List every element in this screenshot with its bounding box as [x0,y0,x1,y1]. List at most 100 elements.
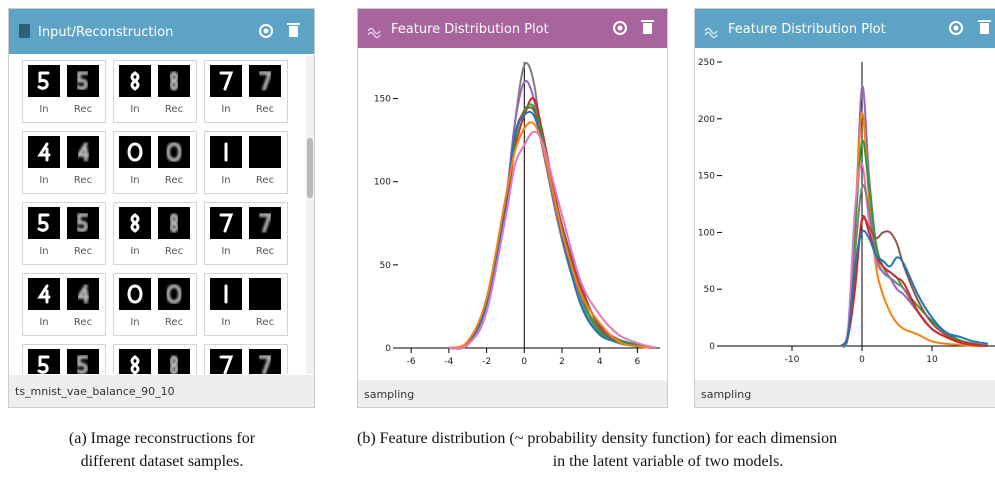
reconstruction-label: Rec [165,246,183,257]
panel-header [358,9,667,48]
reconstruction-image [67,349,99,374]
digit-stroke [37,142,51,162]
input-image [28,349,60,374]
caption: in the latent variable of two models. [553,453,784,470]
digit-stroke [166,142,182,162]
panel-title: Input/Reconstruction [38,25,173,40]
x-tick-label: 10 [926,355,938,365]
input-image [119,136,151,168]
locate-button[interactable] [949,21,963,35]
input-image [119,278,151,310]
dataset-name: ts_mnist_vae_balance_90_10 [15,385,175,398]
digit-stroke [37,71,50,90]
input-image [210,207,242,239]
y-tick-label: 200 [698,115,715,125]
panel-footer [358,380,667,407]
delete-button[interactable] [978,20,991,34]
density-line [448,121,657,349]
y-tick-label: 250 [698,58,715,68]
input-image [28,278,60,310]
caption: different dataset samples. [81,453,244,470]
digit-stroke [166,284,182,304]
input-label: In [39,104,48,115]
digit-stroke [37,284,51,304]
plot-lines [448,62,657,350]
panel-footer [695,380,995,407]
digit-stroke [76,355,89,374]
feature-panel: Feature Distribution Plot sampling [694,8,995,408]
caption: (b) Feature distribution (~ probability … [357,430,837,447]
digit-stroke [130,213,140,233]
x-tick-label: -10 [785,355,800,365]
x-tick-label: -6 [407,357,416,367]
reconstruction-image [67,136,99,168]
chart-footer: sampling [364,388,414,401]
input-label: In [130,317,139,328]
input-image [28,136,60,168]
x-tick-label: 6 [635,357,641,367]
locate-button[interactable] [613,21,627,35]
input-label: In [130,175,139,186]
panel-icon [367,27,381,39]
digit-stroke [258,71,273,91]
input-label: In [39,317,48,328]
x-tick-label: -4 [444,357,453,367]
digit-stroke [75,142,90,162]
reconstruction-image [158,349,190,374]
sample-grid: In Rec In Rec In Rec In Rec In Rec In Rec In Rec In Rec… [22,60,288,374]
y-tick-label: 150 [374,95,391,105]
digit-stroke [258,213,273,233]
digit-stroke [219,213,234,233]
input-label: In [221,246,230,257]
y-tick-label: 100 [374,178,391,188]
digit-stroke [75,284,90,304]
reconstruction-label: Rec [165,175,183,186]
x-tick-label: 0 [859,355,865,365]
scrollbar-thumb[interactable] [307,138,313,198]
y-tick-label: 50 [704,285,716,295]
plot-lines [840,85,989,348]
digit-stroke [37,213,50,232]
x-tick-label: 4 [597,357,603,367]
delete-button[interactable] [287,23,300,37]
chart-footer: sampling [701,388,751,401]
digit-stroke [219,71,234,91]
input-label: In [221,104,230,115]
x-tick-label: -2 [482,357,491,367]
y-tick-label: 0 [709,342,715,352]
input-image [119,349,151,374]
panel-icon [19,24,30,38]
panel-icon [704,27,718,39]
y-tick-label: 50 [380,261,392,271]
digit-stroke [169,213,179,234]
input-image [210,65,242,97]
reconstruction-label: Rec [165,104,183,115]
input-label: In [221,175,230,186]
input-label: In [221,317,230,328]
reconstruction-label: Rec [256,104,274,115]
caption: (a) Image reconstructions for [69,430,256,447]
reconstruction-panel: Input/Reconstruction In Rec In Rec In Rec In Re… [8,8,315,408]
reconstruction-image [249,207,281,239]
input-label: In [130,104,139,115]
digit-stroke [127,284,143,304]
delete-button[interactable] [641,20,654,34]
density-line [840,229,989,347]
digit-stroke [37,355,50,374]
digit-stroke [76,213,89,233]
locate-button[interactable] [259,24,273,38]
digit-stroke [258,355,273,374]
panel-frame [694,8,995,408]
y-tick-label: 100 [698,228,715,238]
reconstruction-image [158,278,190,310]
scrollbar[interactable] [306,56,314,374]
reconstruction-image [249,65,281,97]
digit-stroke [169,71,179,92]
digit-stroke [127,142,143,162]
digit-stroke [76,71,89,91]
reconstruction-image [158,136,190,168]
panel-header [695,9,995,48]
reconstruction-image [67,278,99,310]
reconstruction-label: Rec [256,246,274,257]
